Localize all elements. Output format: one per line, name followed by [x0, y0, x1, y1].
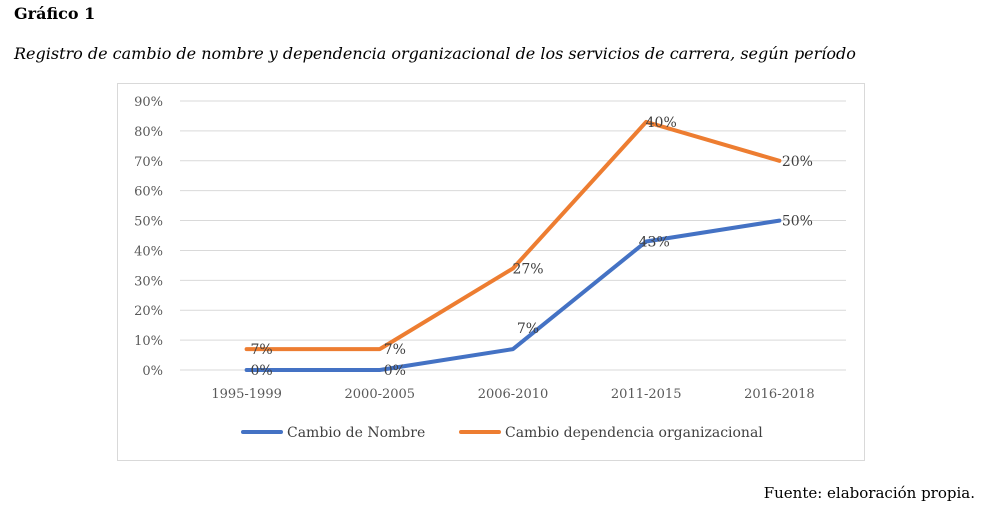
y-tick-label: 20% [134, 304, 163, 319]
y-tick-label: 0% [142, 364, 163, 379]
series-lines [244, 119, 782, 372]
series-line-cambio-nombre [244, 218, 782, 372]
data-label: 27% [512, 261, 543, 277]
legend: Cambio de Nombre Cambio dependencia organ… [241, 425, 763, 441]
figure-subtitle: Registro de cambio de nombre y dependenc… [14, 44, 856, 63]
y-tick-label: 70% [134, 155, 163, 170]
data-label: 7% [384, 342, 406, 358]
data-label: 20% [782, 154, 813, 170]
data-label: 7% [517, 321, 539, 337]
legend-label: Cambio dependencia organizacional [505, 425, 763, 441]
x-tick-label: 2011-2015 [611, 387, 682, 402]
y-tick-label: 10% [134, 334, 163, 349]
gridlines [180, 100, 846, 371]
x-axis-ticks: 1995-1999 2000-2005 2006-2010 2011-2015 2016… [211, 387, 814, 402]
x-tick-label: 2006-2010 [478, 387, 549, 402]
y-tick-label: 50% [134, 215, 163, 230]
data-label: 40% [646, 115, 677, 131]
y-tick-label: 80% [134, 125, 163, 140]
data-label: 0% [384, 363, 406, 379]
x-tick-label: 2016-2018 [744, 387, 815, 402]
chart-frame [117, 83, 865, 461]
source-note: Fuente: elaboración propia. [763, 484, 975, 502]
y-tick-label: 40% [134, 244, 163, 259]
data-label: 7% [250, 342, 272, 358]
data-label: 43% [639, 234, 670, 250]
series-line-cambio-dependencia [244, 119, 782, 352]
y-axis-ticks: 0% 10% 20% 30% 40% 50% 60% 70% 80% 90% [134, 95, 163, 379]
y-tick-label: 30% [134, 274, 163, 289]
data-label: 0% [250, 363, 272, 379]
figure-heading: Gráfico 1 [14, 4, 96, 23]
y-tick-label: 90% [134, 95, 163, 110]
legend-label: Cambio de Nombre [287, 425, 425, 441]
x-tick-label: 2000-2005 [345, 387, 416, 402]
y-tick-label: 60% [134, 185, 163, 200]
data-label: 50% [782, 214, 813, 230]
data-labels: 0% 0% 7% 43% 50% 7% 7% 27% 40% 20% [250, 115, 812, 379]
x-tick-label: 1995-1999 [211, 387, 282, 402]
